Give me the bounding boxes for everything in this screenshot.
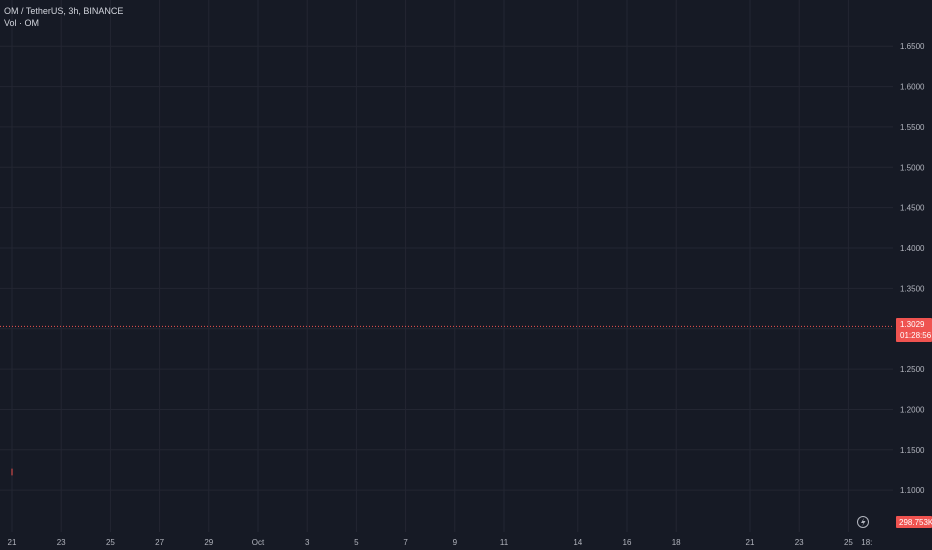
price-tick-label: 1.6000 <box>900 83 925 92</box>
time-tick-label: 29 <box>204 538 213 547</box>
price-tick-label: 1.2500 <box>900 365 925 374</box>
volume-tag-background <box>896 516 932 528</box>
time-tick-label: 21 <box>8 538 17 547</box>
time-tick-label: 9 <box>453 538 458 547</box>
price-tick-label: 1.5000 <box>900 163 925 172</box>
chart-legend: OM / TetherUS, 3h, BINANCE Vol · OM <box>4 5 123 29</box>
price-tick-label: 1.5500 <box>900 123 925 132</box>
price-tick-label: 1.2000 <box>900 405 925 414</box>
volume-legend[interactable]: Vol · OM <box>4 18 40 28</box>
symbol-legend[interactable]: OM / TetherUS, 3h, BINANCE <box>4 6 124 16</box>
time-tick-label: 25 <box>844 538 853 547</box>
price-tag-price: 1.3029 <box>900 320 925 329</box>
volume-tag: 298.753K <box>896 516 932 528</box>
time-tick-label: Oct <box>252 538 265 547</box>
time-tick-label: 14 <box>573 538 582 547</box>
price-tag: 1.3029 01:28:56 <box>896 318 932 342</box>
time-tick-label: 5 <box>354 538 359 547</box>
time-tick-label: 25 <box>106 538 115 547</box>
price-tick-label: 1.1000 <box>900 486 925 495</box>
volume-tag-value: 298.753K <box>899 518 932 527</box>
time-tick-label: 23 <box>795 538 804 547</box>
time-tick-label: 7 <box>403 538 408 547</box>
time-tick-label: 11 <box>500 538 509 547</box>
time-tick-label: 27 <box>155 538 164 547</box>
price-tick-label: 1.1500 <box>900 446 925 455</box>
price-tag-countdown: 01:28:56 <box>900 331 932 340</box>
price-tag-background <box>896 318 932 342</box>
lightning-icon[interactable] <box>857 516 869 528</box>
time-tick-label: 18 <box>672 538 681 547</box>
time-tick-label: 3 <box>305 538 310 547</box>
time-axis[interactable]: 21 23 25 27 29 Oct 3 5 7 9 11 14 16 18 21 23 25 18: <box>8 538 873 547</box>
time-tick-label: 21 <box>746 538 755 547</box>
price-tick-label: 1.3500 <box>900 284 925 293</box>
price-tick-label: 1.4000 <box>900 244 925 253</box>
time-tick-label: 16 <box>623 538 632 547</box>
price-tick-label: 1.4500 <box>900 204 925 213</box>
price-tick-label: 1.6500 <box>900 42 925 51</box>
grid-lines <box>0 0 893 532</box>
time-tick-label: 18: <box>861 538 872 547</box>
time-tick-label: 23 <box>57 538 66 547</box>
